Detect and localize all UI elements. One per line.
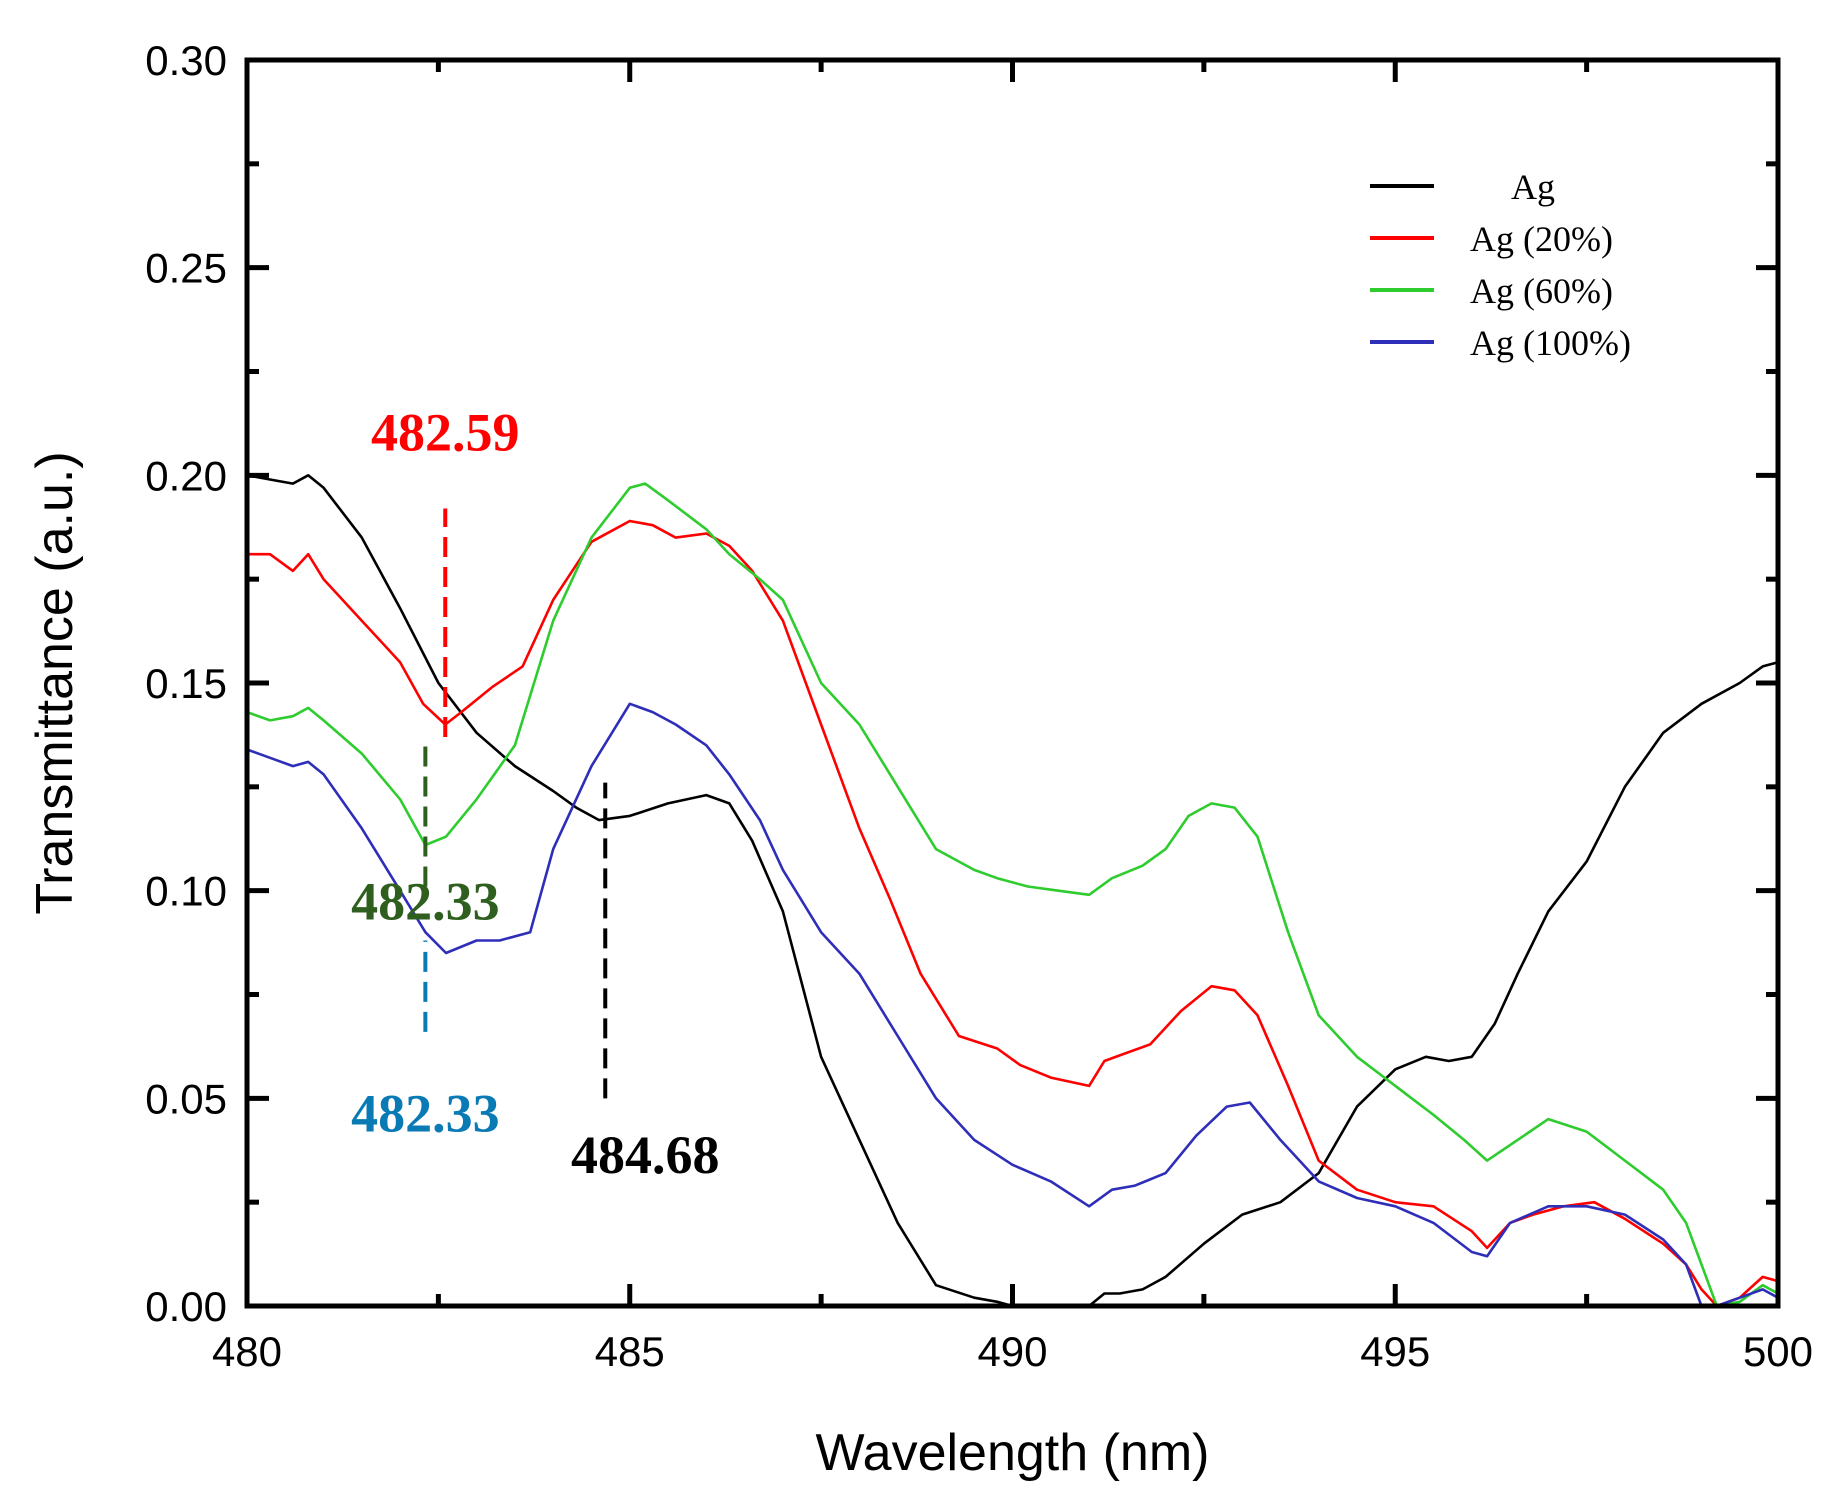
x-tick-label: 490: [977, 1328, 1047, 1375]
x-tick-label: 480: [212, 1328, 282, 1375]
x-tick-label: 495: [1360, 1328, 1430, 1375]
annotation-label-3: 484.68: [571, 1125, 720, 1185]
y-axis-title: Transmittance (a.u.): [26, 451, 84, 914]
x-axis-title: Wavelength (nm): [816, 1424, 1210, 1482]
annotation-label-1: 482.33: [351, 872, 500, 932]
y-tick-label: 0.15: [145, 660, 227, 707]
peak-annotations: 482.59 482.33 482.33 484.68: [351, 402, 719, 1185]
legend: Ag Ag (20%) Ag (60%) Ag (100%): [1370, 167, 1631, 363]
series-line-2: [246, 482, 1779, 1308]
annotation-label-0: 482.59: [371, 402, 520, 462]
plot-frame: [244, 57, 1781, 1309]
legend-label-1: Ag (20%): [1470, 219, 1613, 259]
y-tick-label: 0.30: [145, 37, 227, 84]
y-tick-label: 0.25: [145, 245, 227, 292]
series-line-3: [246, 702, 1779, 1308]
legend-label-0: Ag: [1511, 167, 1555, 207]
axis-tick-labels: 480 485 490 495 500 0.00 0.05 0.10 0.15 0.20 0.25 0…: [145, 37, 1813, 1375]
x-tick-label: 500: [1743, 1328, 1813, 1375]
y-tick-label: 0.00: [145, 1283, 227, 1330]
legend-label-3: Ag (100%): [1470, 323, 1631, 363]
y-tick-label: 0.10: [145, 868, 227, 915]
legend-label-2: Ag (60%): [1470, 271, 1613, 311]
y-tick-label: 0.05: [145, 1075, 227, 1122]
x-tick-label: 485: [595, 1328, 665, 1375]
series-line-1: [247, 519, 1779, 1308]
y-tick-label: 0.20: [145, 452, 227, 499]
annotation-label-2: 482.33: [351, 1084, 500, 1144]
